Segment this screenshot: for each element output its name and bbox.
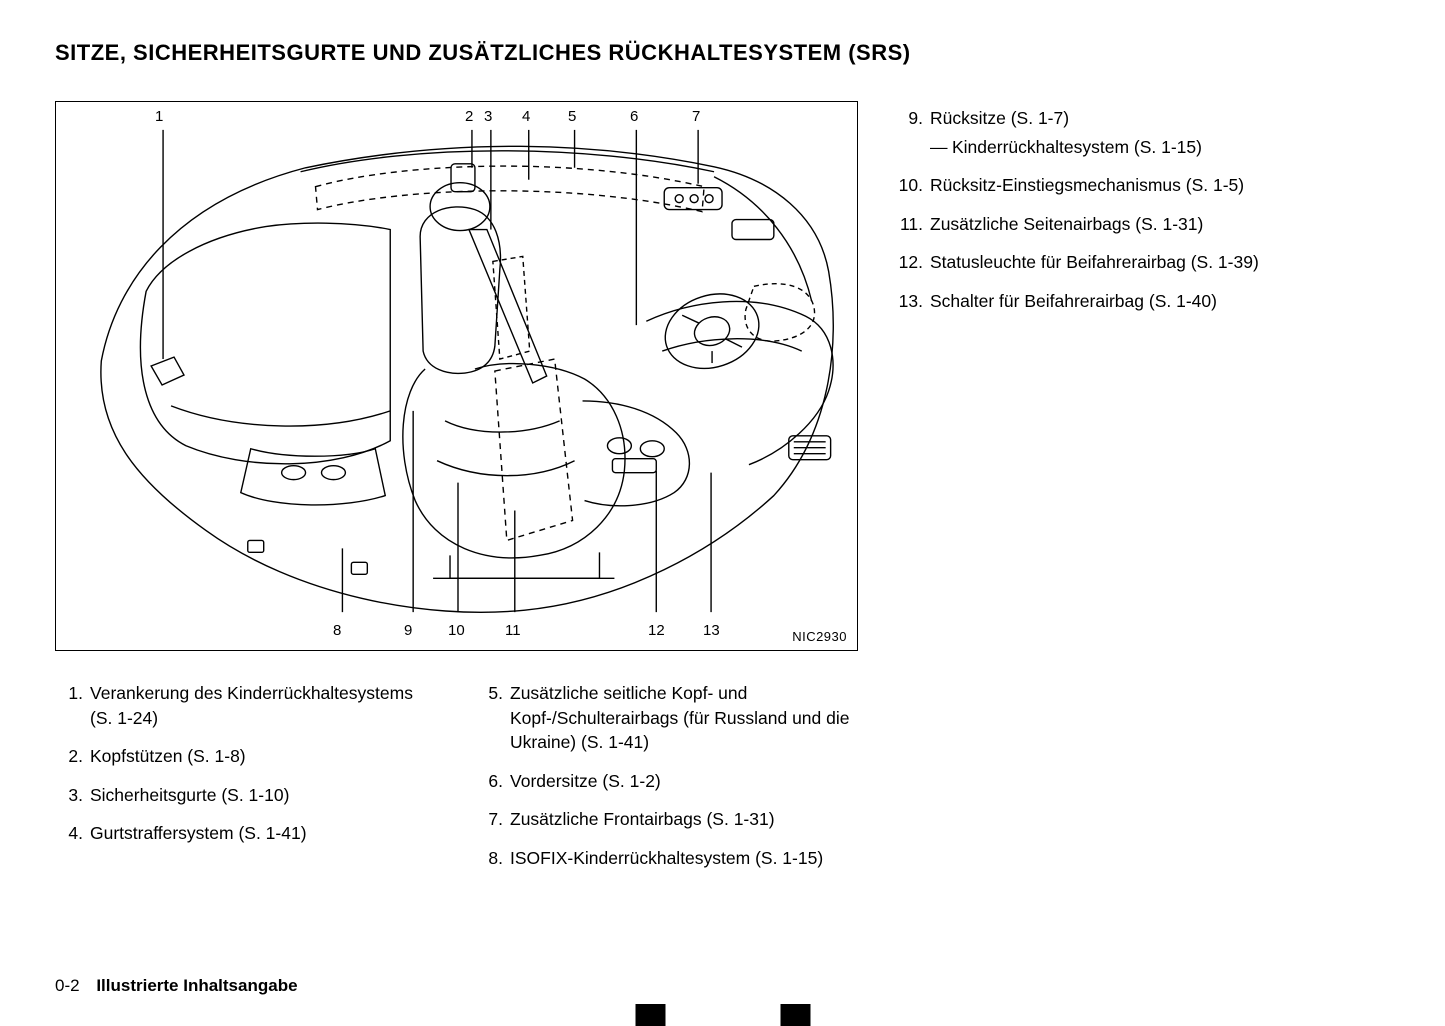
legend-item-number: 8. bbox=[475, 846, 503, 871]
legend-item: 6. Vordersitze (S. 1-2) bbox=[475, 769, 860, 794]
legend-item: 11. Zusätzliche Seitenairbags (S. 1-31) bbox=[895, 212, 1390, 237]
main-layout: 1234567 8910111213 NIC2930 1.Verankerung… bbox=[55, 101, 1390, 884]
diagram-code: NIC2930 bbox=[792, 629, 847, 644]
legend-subitem: Kinderrückhaltesystem (S. 1-15) bbox=[930, 135, 1390, 160]
legend-item: 5. Zusätzliche seitliche Kopf- und Kopf-/… bbox=[475, 681, 860, 755]
legend-item-text: Sicherheitsgurte (S. 1-10) bbox=[90, 785, 289, 805]
legend-item-text: Zusätzliche Frontairbags (S. 1-31) bbox=[510, 809, 775, 829]
legend-item: 1. Verankerung des Kinderrückhaltesystems… bbox=[55, 681, 440, 730]
legend-item-number: 4. bbox=[55, 821, 83, 846]
legend-item: 8. ISOFIX-Kinderrückhaltesystem (S. 1-15) bbox=[475, 846, 860, 871]
diagram-box: 1234567 8910111213 NIC2930 bbox=[55, 101, 858, 651]
legend-list-left: 1. Verankerung des Kinderrückhaltesystems… bbox=[55, 681, 440, 846]
legend-item-number: 2. bbox=[55, 744, 83, 769]
legend-item-number: 13. bbox=[895, 289, 923, 314]
legend-item-number: 9. bbox=[895, 106, 923, 131]
callout-number: 4 bbox=[522, 108, 530, 125]
legend-item-number: 12. bbox=[895, 250, 923, 275]
page-footer: 0-2 Illustrierte Inhaltsangabe bbox=[55, 976, 298, 996]
legend-item-number: 7. bbox=[475, 807, 503, 832]
callout-number: 11 bbox=[505, 622, 521, 639]
left-column: 1234567 8910111213 NIC2930 1.Verankerung… bbox=[55, 101, 860, 884]
legend-item-text: Vordersitze (S. 1-2) bbox=[510, 771, 661, 791]
legend-item-text: Rücksitz-Einstiegsmechanismus (S. 1-5) bbox=[930, 175, 1244, 195]
legend-item: 4. Gurtstraffersystem (S. 1-41) bbox=[55, 821, 440, 846]
legend-item-text: Kopfstützen (S. 1-8) bbox=[90, 746, 246, 766]
legend-item-text: Verankerung des Kinderrückhaltesystems (… bbox=[90, 683, 413, 728]
legend-item-number: 1. bbox=[55, 681, 83, 706]
legend-item-text: Zusätzliche Seitenairbags (S. 1-31) bbox=[930, 214, 1203, 234]
legend-item-text: Gurtstraffersystem (S. 1-41) bbox=[90, 823, 307, 843]
callout-number: 3 bbox=[484, 108, 492, 125]
callout-number: 8 bbox=[333, 622, 341, 639]
legend-item: 9. Rücksitze (S. 1-7) Kinderrückhaltesyste… bbox=[895, 106, 1390, 159]
legend-item: 7. Zusätzliche Frontairbags (S. 1-31) bbox=[475, 807, 860, 832]
legend-list-right: 9. Rücksitze (S. 1-7) Kinderrückhaltesyste… bbox=[895, 106, 1390, 313]
page-title: SITZE, SICHERHEITSGURTE UND ZUSÄTZLICHES… bbox=[55, 40, 1390, 66]
callout-number: 10 bbox=[448, 622, 465, 639]
legend-item-number: 11. bbox=[895, 212, 923, 237]
callout-number: 12 bbox=[648, 622, 665, 639]
legend-item-text: Zusätzliche seitliche Kopf- und Kopf-/Sc… bbox=[510, 683, 850, 752]
right-column: 9. Rücksitze (S. 1-7) Kinderrückhaltesyste… bbox=[895, 101, 1390, 884]
callout-number: 7 bbox=[692, 108, 700, 125]
callout-number: 6 bbox=[630, 108, 638, 125]
car-interior-diagram bbox=[56, 102, 857, 650]
print-crop-marks bbox=[635, 1004, 810, 1026]
legend-list-mid: 5. Zusätzliche seitliche Kopf- und Kopf-/… bbox=[475, 681, 860, 870]
legend-item-text: Rücksitze (S. 1-7) bbox=[930, 108, 1069, 128]
callout-number: 5 bbox=[568, 108, 576, 125]
legend-item-number: 5. bbox=[475, 681, 503, 706]
legend-item-number: 10. bbox=[895, 173, 923, 198]
page-number: 0-2 bbox=[55, 976, 80, 995]
legend-item: 2. Kopfstützen (S. 1-8) bbox=[55, 744, 440, 769]
legend-item-number: 6. bbox=[475, 769, 503, 794]
legend-item-text: Schalter für Beifahrerairbag (S. 1-40) bbox=[930, 291, 1217, 311]
callout-number: 2 bbox=[465, 108, 473, 125]
callout-number: 9 bbox=[404, 622, 412, 639]
legend-item: 12. Statusleuchte für Beifahrerairbag (S.… bbox=[895, 250, 1390, 275]
callout-number: 13 bbox=[703, 622, 720, 639]
legend-item: 13. Schalter für Beifahrerairbag (S. 1-40… bbox=[895, 289, 1390, 314]
legend-item-text: ISOFIX-Kinderrückhaltesystem (S. 1-15) bbox=[510, 848, 823, 868]
legend-columns: 1. Verankerung des Kinderrückhaltesystems… bbox=[55, 681, 860, 884]
legend-item: 3. Sicherheitsgurte (S. 1-10) bbox=[55, 783, 440, 808]
section-title: Illustrierte Inhaltsangabe bbox=[96, 976, 297, 995]
legend-item: 10. Rücksitz-Einstiegsmechanismus (S. 1-5… bbox=[895, 173, 1390, 198]
legend-item-number: 3. bbox=[55, 783, 83, 808]
legend-item-text: Statusleuchte für Beifahrerairbag (S. 1-… bbox=[930, 252, 1259, 272]
callout-number: 1 bbox=[155, 108, 163, 125]
